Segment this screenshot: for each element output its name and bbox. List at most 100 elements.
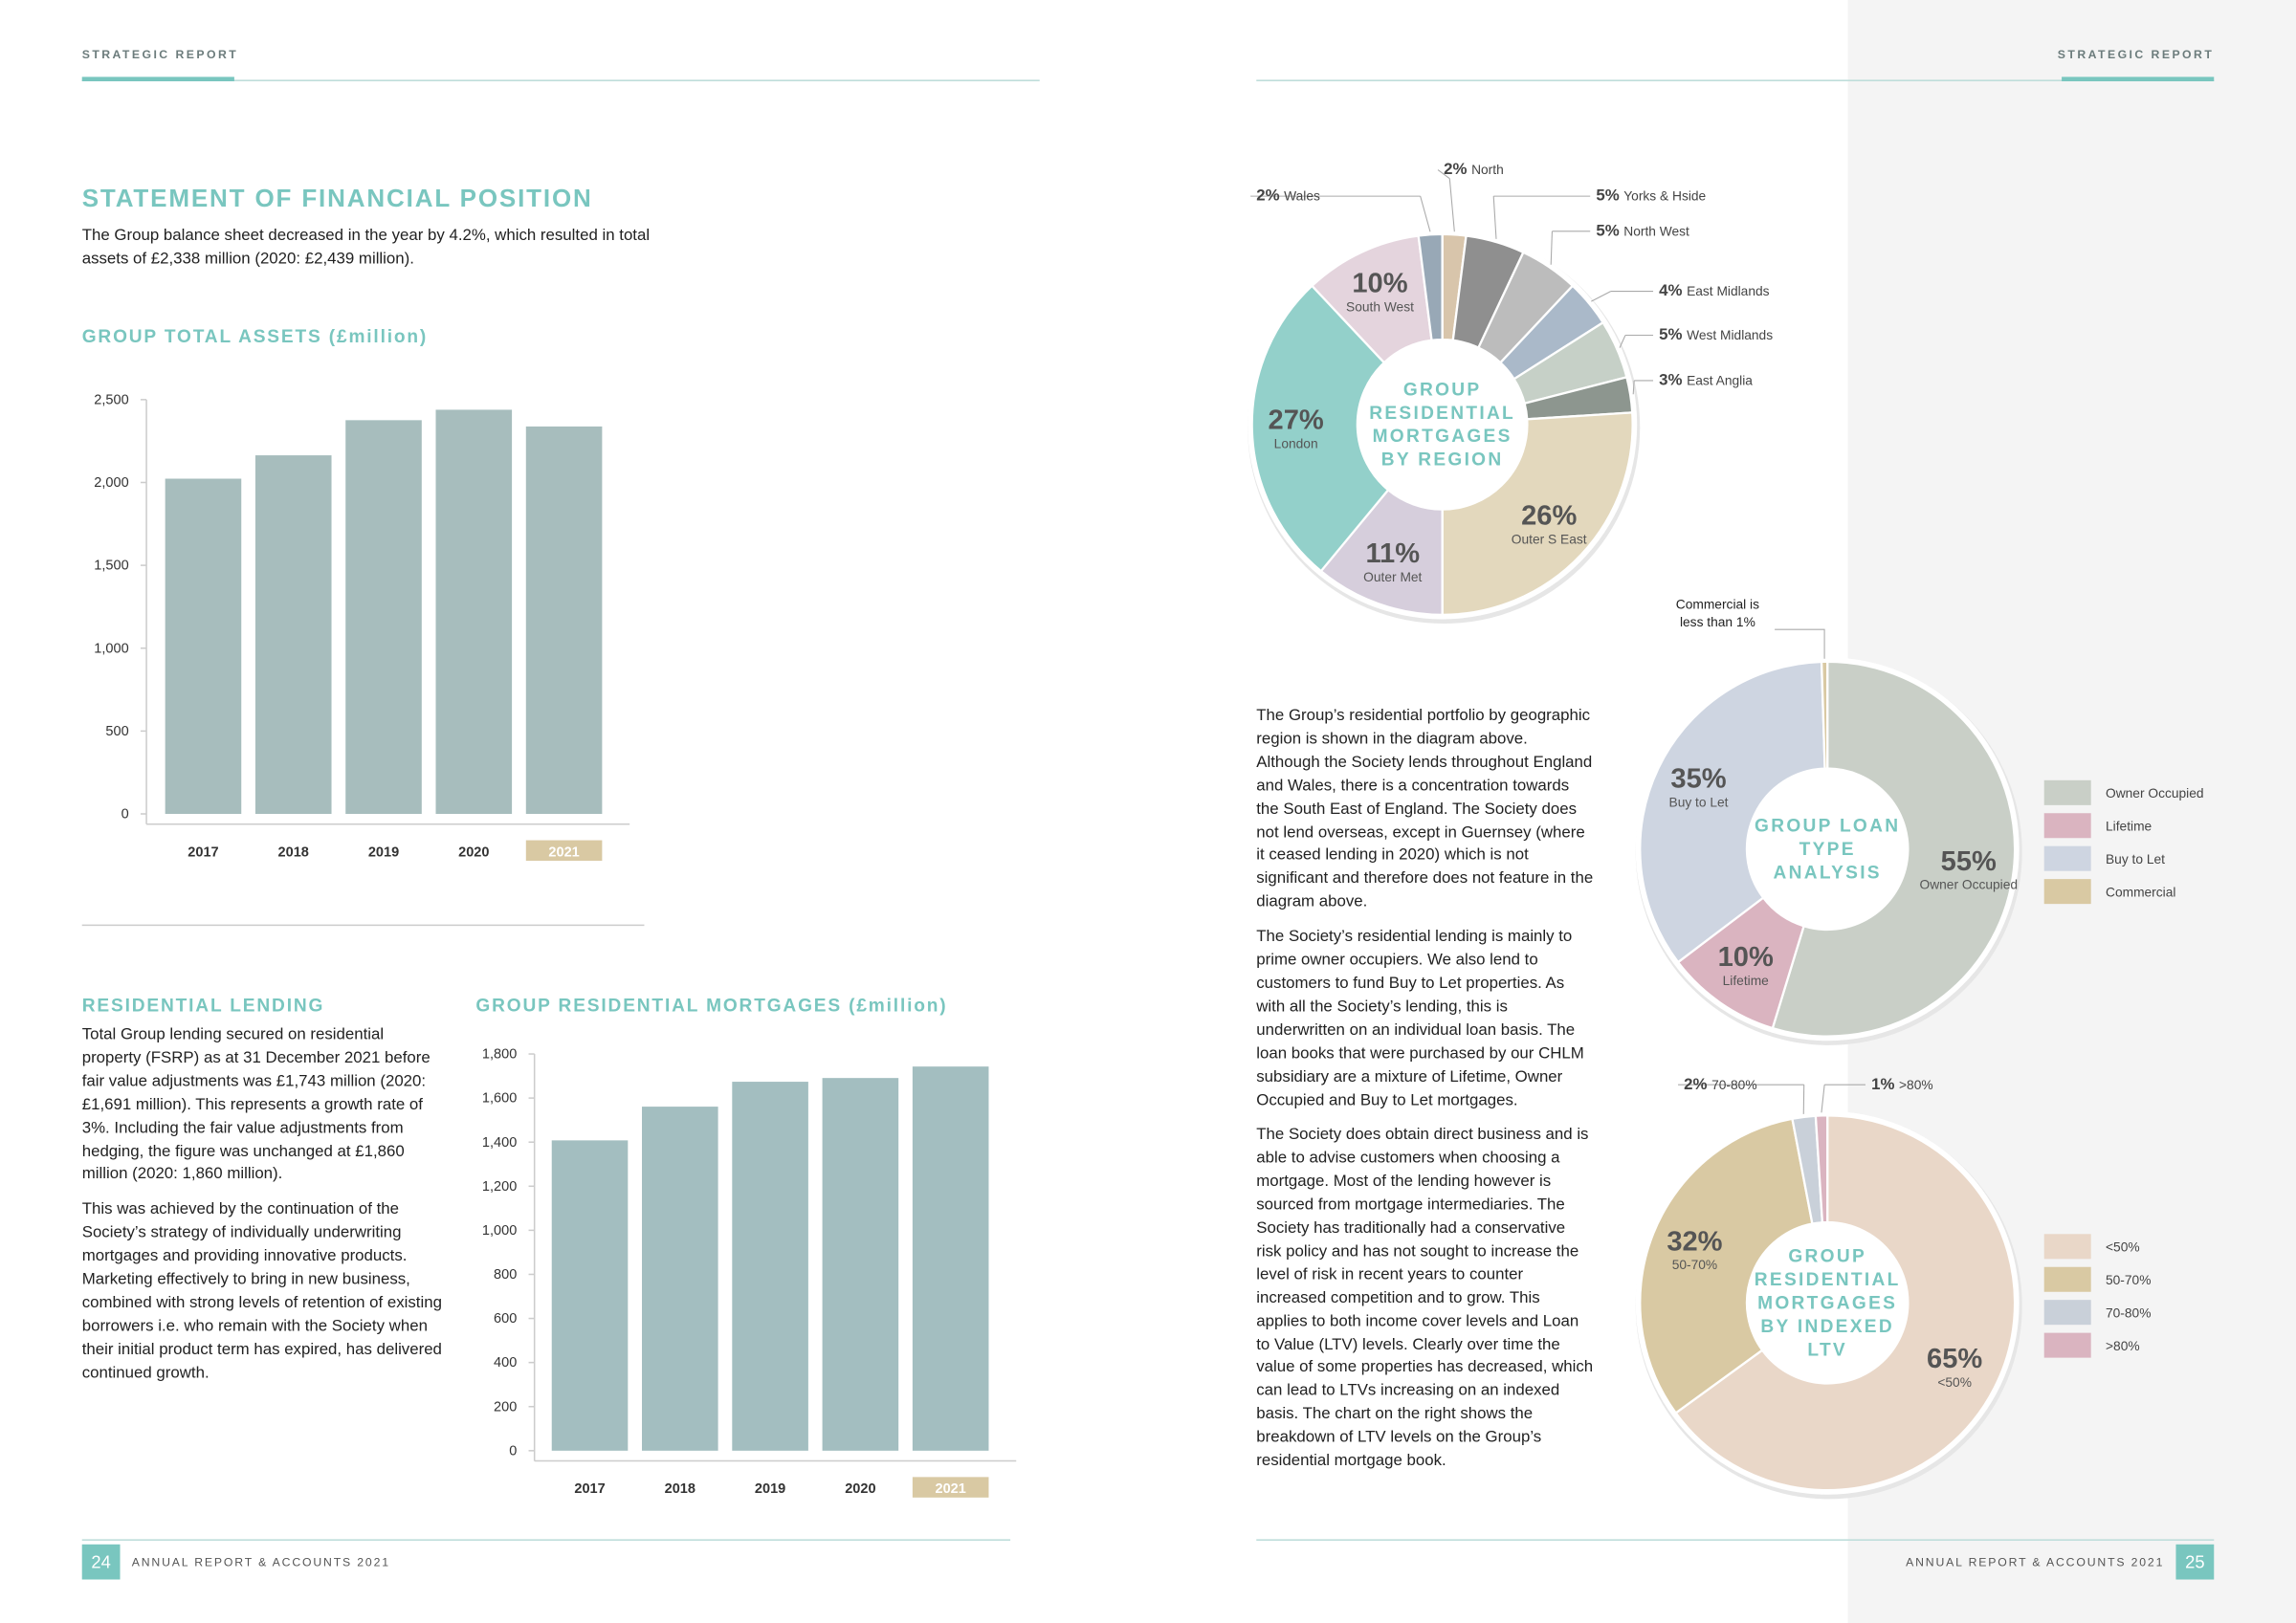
- y-tick-label: 1,400: [482, 1135, 517, 1151]
- leader-line: [1632, 380, 1635, 395]
- slice-name: Outer S East: [1512, 533, 1587, 547]
- bar: [435, 409, 513, 815]
- slice-value: 5%: [1659, 325, 1682, 343]
- y-tick-label: 2,000: [94, 475, 128, 491]
- legend-swatch: [2043, 779, 2091, 805]
- slice-value: 5%: [1596, 221, 1619, 239]
- chart-title: GROUP RESIDENTIAL MORTGAGES (£million): [475, 997, 947, 1017]
- page-number: 25: [2175, 1544, 2215, 1580]
- bar: [345, 420, 422, 815]
- pie-slice: [1771, 660, 2017, 1038]
- slice-name: Yorks & Hside: [1623, 189, 1706, 204]
- y-tick-label: 0: [121, 807, 129, 822]
- slice-name: London: [1274, 437, 1318, 451]
- leader-line: [1550, 230, 1553, 265]
- legend-label: 50-70%: [2106, 1273, 2151, 1287]
- y-tick-label: 0: [509, 1443, 517, 1459]
- slice-value: 3%: [1659, 371, 1682, 389]
- slice-name: East Midlands: [1687, 284, 1770, 298]
- slice-label: 2% North: [1444, 160, 1504, 178]
- text-column: The Group’s residential portfolio by geo…: [1256, 706, 1593, 1486]
- header: STRATEGIC REPORT: [81, 48, 239, 62]
- y-tick-label: 2,500: [94, 392, 128, 407]
- legend-label: Buy to Let: [2106, 852, 2165, 866]
- leader-line: [1492, 196, 1497, 239]
- intro: The Group balance sheet decreased in the…: [81, 227, 651, 268]
- y-tick-label: 1,800: [482, 1047, 517, 1063]
- slice-value: 55%: [1941, 846, 1997, 877]
- slice-value: 11%: [1365, 538, 1420, 569]
- legend-swatch: [2043, 1300, 2091, 1326]
- slice-value: 35%: [1670, 763, 1726, 794]
- legend-label: >80%: [2106, 1339, 2140, 1353]
- slice-label: 1% >80%: [1871, 1075, 1933, 1093]
- pie-slice: [1674, 1114, 2017, 1492]
- y-tick-label: 1,200: [482, 1179, 517, 1195]
- pie-center-title: GROUP RESIDENTIAL MORTGAGES BY REGION: [1369, 379, 1516, 471]
- y-tick-label: 400: [494, 1355, 517, 1371]
- slice-name: >80%: [1899, 1078, 1933, 1092]
- slice-label: 5% Yorks & Hside: [1596, 186, 1706, 205]
- y-tick-label: 800: [494, 1267, 517, 1283]
- text-column: Total Group lending secured on residenti…: [82, 1024, 446, 1397]
- slice-value: 4%: [1659, 281, 1682, 299]
- annotation: Commercial is less than 1%: [1675, 597, 1760, 630]
- slice-label: 3% East Anglia: [1659, 371, 1753, 389]
- slice-name: Lifetime: [1723, 974, 1770, 988]
- footer: ANNUAL REPORT & ACCOUNTS 2021: [1906, 1556, 2165, 1569]
- slice-value: 5%: [1596, 186, 1619, 205]
- pie-slice: [1814, 1114, 1829, 1224]
- legend-swatch: [2043, 1266, 2091, 1292]
- footer: ANNUAL REPORT & ACCOUNTS 2021: [131, 1556, 390, 1569]
- slice-value: 26%: [1521, 501, 1577, 532]
- leader-line: [1775, 628, 1825, 659]
- x-tick-label: 2021: [936, 1481, 966, 1497]
- x-tick-label: 2017: [574, 1481, 605, 1497]
- y-tick-label: 1,500: [94, 559, 128, 574]
- leader-line: [1591, 291, 1611, 302]
- bar: [525, 426, 603, 815]
- x-tick-label: 2017: [188, 844, 218, 860]
- bar: [551, 1140, 629, 1451]
- slice-name: 70-80%: [1711, 1078, 1756, 1092]
- slice-label: 4% East Midlands: [1659, 281, 1769, 299]
- x-tick-label: 2020: [458, 844, 489, 860]
- x-tick-label: 2018: [278, 844, 309, 860]
- chart-title: GROUP TOTAL ASSETS (£million): [82, 327, 428, 347]
- y-tick-label: 1,000: [482, 1223, 517, 1239]
- slice-value: 27%: [1269, 406, 1324, 436]
- bar: [642, 1107, 718, 1451]
- legend-label: Owner Occupied: [2106, 786, 2204, 801]
- paragraph: This was achieved by the continuation of…: [81, 1200, 442, 1382]
- legend-label: <50%: [2106, 1240, 2140, 1255]
- slice-name: <50%: [1937, 1375, 1972, 1390]
- slice-value: 1%: [1871, 1075, 1894, 1093]
- slice-value: 2%: [1684, 1075, 1707, 1093]
- slice-label: 5% West Midlands: [1659, 325, 1773, 343]
- legend-swatch: [2043, 879, 2091, 905]
- slice-name: 50-70%: [1672, 1258, 1717, 1272]
- highlight: [912, 1477, 989, 1498]
- leader-line: [1821, 1085, 1825, 1113]
- pie-center-title: GROUP RESIDENTIAL MORTGAGES BY INDEXED L…: [1754, 1245, 1901, 1360]
- paragraph: The Society’s residential lending is mai…: [1256, 928, 1584, 1109]
- legend-label: Commercial: [2106, 885, 2175, 899]
- leader-line: [1619, 335, 1626, 348]
- bar: [822, 1078, 899, 1451]
- pie-slice: [1441, 411, 1634, 617]
- x-tick-label: 2018: [665, 1481, 695, 1497]
- pie-slice: [1639, 660, 1826, 964]
- slice-label: 2% 70-80%: [1684, 1075, 1756, 1093]
- legend-swatch: [2043, 813, 2091, 839]
- x-tick-label: 2020: [845, 1481, 875, 1497]
- y-tick-label: 500: [105, 724, 128, 739]
- y-tick-label: 1,000: [94, 641, 128, 656]
- slice-value: 32%: [1667, 1226, 1722, 1257]
- slice-name: Buy to Let: [1669, 795, 1729, 809]
- pie-center-title: GROUP LOAN TYPE ANALYSIS: [1755, 815, 1901, 883]
- x-tick-label: 2021: [548, 844, 579, 860]
- slice-name: North West: [1623, 224, 1689, 238]
- x-tick-label: 2019: [368, 844, 399, 860]
